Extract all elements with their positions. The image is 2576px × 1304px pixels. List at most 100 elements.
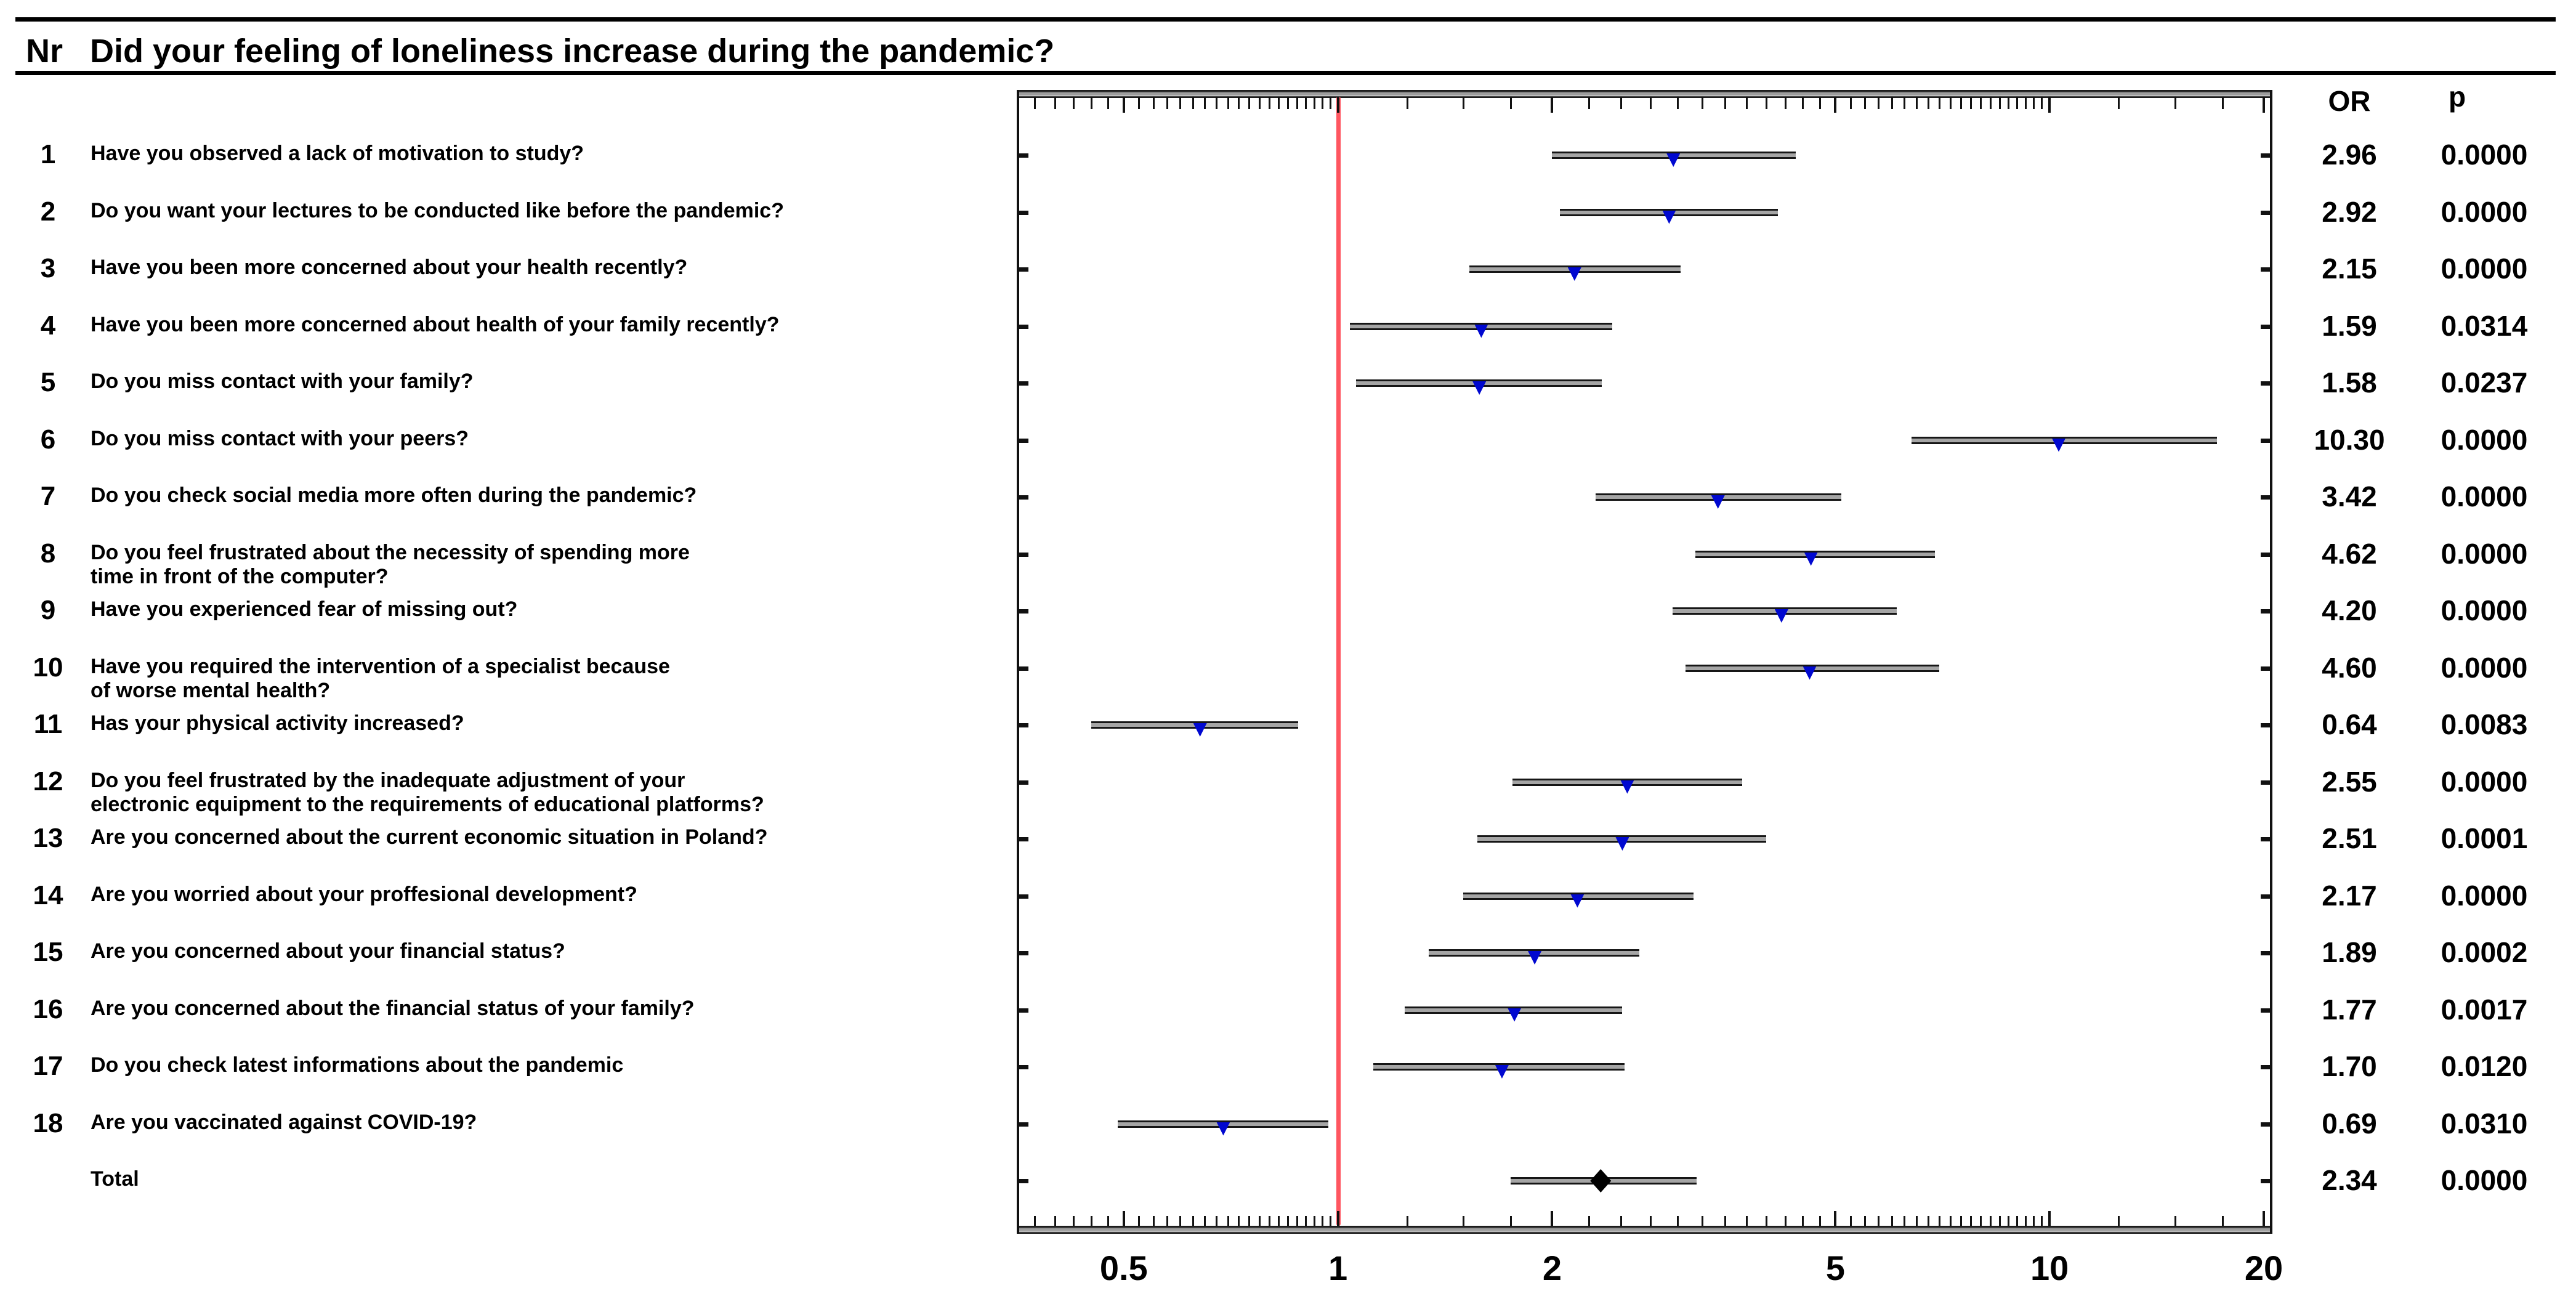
or-value: 0.64 xyxy=(2322,708,2377,740)
axis-minor-tick xyxy=(1238,97,1240,109)
axis-minor-tick xyxy=(2025,1216,2027,1226)
axis-minor-tick xyxy=(1216,1216,1218,1226)
or-value: 0.69 xyxy=(2322,1107,2377,1140)
question-label: Have you been more concerned about your … xyxy=(91,256,688,279)
row-number: 4 xyxy=(40,310,56,341)
axis-minor-tick xyxy=(1152,1216,1155,1226)
question-label: Are you concerned about your financial s… xyxy=(91,939,565,963)
axis-major-tick xyxy=(1551,1211,1554,1226)
p-value: 0.0083 xyxy=(2441,708,2528,740)
title-bottom-rule xyxy=(15,71,2556,75)
row-tick-left xyxy=(1019,1179,1028,1183)
question-label: Are you worried about your proffesional … xyxy=(91,882,637,906)
axis-minor-tick xyxy=(1939,1216,1941,1226)
reference-line-or-1 xyxy=(1336,97,1341,1226)
axis-major-tick xyxy=(2263,1211,2266,1226)
axis-tick-label: 20 xyxy=(2244,1249,2283,1287)
question-label: Do you check latest informations about t… xyxy=(91,1053,624,1077)
axis-minor-tick xyxy=(1802,1216,1804,1226)
row-number: 18 xyxy=(33,1108,63,1138)
axis-minor-tick xyxy=(1676,97,1679,109)
axis-minor-tick xyxy=(2222,97,2224,109)
row-number: 11 xyxy=(33,709,63,739)
axis-minor-tick xyxy=(2118,97,2120,109)
row-tick-right xyxy=(2261,210,2270,215)
axis-minor-tick xyxy=(1329,1216,1331,1226)
axis-major-tick xyxy=(2263,97,2266,113)
axis-minor-tick xyxy=(1179,1216,1182,1226)
row-tick-right xyxy=(2261,1008,2270,1013)
p-value: 0.0000 xyxy=(2441,765,2528,798)
axis-minor-tick xyxy=(1724,1216,1727,1226)
axis-minor-tick xyxy=(1073,1216,1075,1226)
axis-minor-tick xyxy=(1510,1216,1512,1226)
or-value: 2.92 xyxy=(2322,195,2377,228)
or-point-marker xyxy=(1474,324,1488,338)
axis-tick-label: 2 xyxy=(1542,1249,1562,1287)
p-value: 0.0000 xyxy=(2441,537,2528,570)
axis-major-tick xyxy=(1834,1211,1837,1226)
or-value: 2.17 xyxy=(2322,879,2377,912)
question-label: Have you observed a lack of motivation t… xyxy=(91,142,584,165)
p-value: 0.0000 xyxy=(2441,480,2528,512)
row-tick-right xyxy=(2261,1122,2270,1127)
axis-minor-tick xyxy=(1090,97,1092,109)
axis-minor-tick xyxy=(1766,97,1768,109)
row-tick-right xyxy=(2261,1065,2270,1069)
axis-minor-tick xyxy=(1998,1216,2001,1226)
row-tick-right xyxy=(2261,894,2270,899)
plot-frame-right xyxy=(2270,90,2272,1234)
or-point-marker xyxy=(1495,1065,1509,1079)
question-label: Are you vaccinated against COVID-19? xyxy=(91,1110,477,1134)
axis-minor-tick xyxy=(1970,97,1972,109)
row-tick-left xyxy=(1019,1122,1028,1127)
axis-minor-tick xyxy=(1998,97,2001,109)
or-value: 2.34 xyxy=(2322,1164,2377,1196)
axis-minor-tick xyxy=(1248,97,1251,109)
row-tick-left xyxy=(1019,1065,1028,1069)
row-number: 14 xyxy=(33,880,63,910)
axis-minor-tick xyxy=(1463,1216,1465,1226)
row-tick-right xyxy=(2261,780,2270,785)
row-tick-left xyxy=(1019,438,1028,443)
axis-minor-tick xyxy=(1891,97,1893,109)
axis-major-tick xyxy=(1834,97,1837,113)
axis-minor-tick xyxy=(1179,97,1182,109)
axis-minor-tick xyxy=(1227,1216,1229,1226)
axis-minor-tick xyxy=(1248,1216,1251,1226)
or-value: 1.70 xyxy=(2322,1050,2377,1082)
axis-minor-tick xyxy=(1724,97,1727,109)
axis-minor-tick xyxy=(1702,1216,1704,1226)
or-point-marker xyxy=(1666,153,1681,167)
axis-minor-tick xyxy=(1278,97,1280,109)
axis-minor-tick xyxy=(1904,97,1906,109)
question-label: Have you required the intervention of a … xyxy=(91,654,670,702)
axis-minor-tick xyxy=(1227,97,1229,109)
p-column-header: p xyxy=(2448,81,2466,113)
axis-minor-tick xyxy=(1216,97,1218,109)
axis-minor-tick xyxy=(1620,97,1623,109)
row-tick-left xyxy=(1019,780,1028,785)
row-number: 6 xyxy=(40,424,56,455)
axis-minor-tick xyxy=(2025,97,2027,109)
p-value: 0.0002 xyxy=(2441,936,2528,968)
axis-minor-tick xyxy=(1107,1216,1110,1226)
axis-minor-tick xyxy=(1192,1216,1194,1226)
axis-tick-label: 0.5 xyxy=(1099,1249,1148,1287)
axis-minor-tick xyxy=(1745,97,1748,109)
axis-minor-tick xyxy=(2033,1216,2035,1226)
row-tick-left xyxy=(1019,666,1028,671)
axis-major-tick xyxy=(1336,1211,1339,1226)
axis-minor-tick xyxy=(1054,1216,1056,1226)
p-value: 0.0120 xyxy=(2441,1050,2528,1082)
axis-minor-tick xyxy=(1287,97,1290,109)
question-label: Have you been more concerned about healt… xyxy=(91,312,780,336)
question-label: Are you concerned about the current econ… xyxy=(91,825,768,849)
row-number: 7 xyxy=(40,481,56,511)
axis-minor-tick xyxy=(2033,97,2035,109)
p-value: 0.0000 xyxy=(2441,253,2528,285)
question-label: Do you feel frustrated about the necessi… xyxy=(91,540,690,588)
axis-minor-tick xyxy=(1510,97,1512,109)
axis-minor-tick xyxy=(1650,97,1652,109)
or-point-marker xyxy=(1662,210,1676,224)
